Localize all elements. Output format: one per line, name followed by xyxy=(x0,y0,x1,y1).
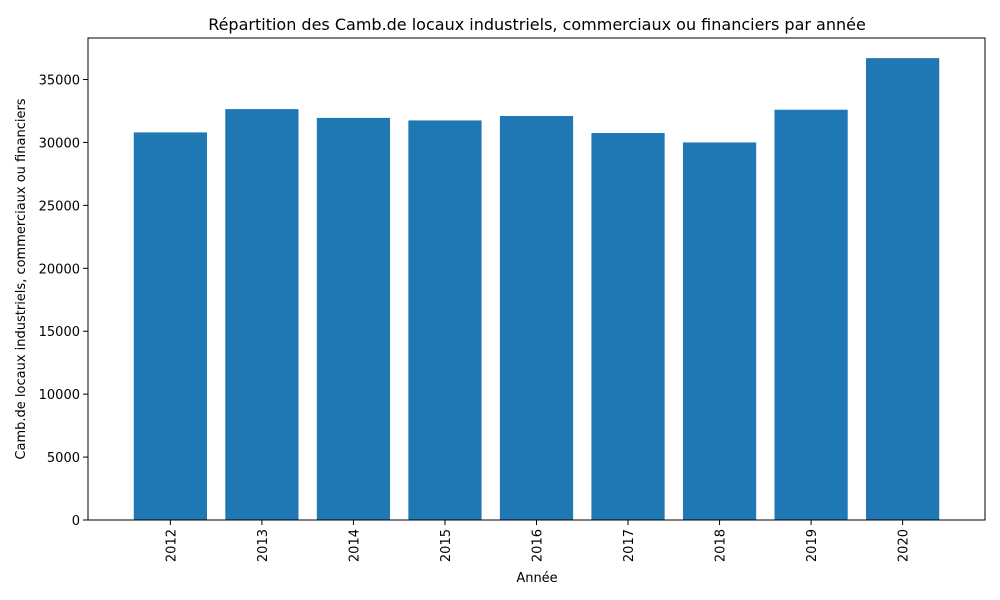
bar-2020 xyxy=(866,58,940,520)
chart-title: Répartition des Camb.de locaux industrie… xyxy=(208,15,866,34)
y-tick-label: 20000 xyxy=(39,262,80,277)
y-tick-label: 35000 xyxy=(39,74,80,89)
x-tick-label: 2012 xyxy=(164,529,179,562)
x-ticks: 2012 2013 2014 2015 2016 2017 2018 2019 2020 xyxy=(164,520,912,562)
y-tick-label: 25000 xyxy=(39,199,80,214)
x-tick-label: 2018 xyxy=(714,529,729,562)
bar-2012 xyxy=(133,132,207,521)
y-tick-label: 5000 xyxy=(47,451,80,466)
x-axis-label: Année xyxy=(516,571,557,586)
y-tick-label: 30000 xyxy=(39,136,80,151)
x-tick-label: 2020 xyxy=(897,529,912,562)
bar-2013 xyxy=(225,109,299,521)
bar-2016 xyxy=(499,116,574,520)
x-tick-label: 2016 xyxy=(531,529,546,562)
bar-2017 xyxy=(591,133,665,520)
x-tick-label: 2015 xyxy=(439,529,454,562)
plot-frame xyxy=(87,37,986,521)
x-tick-label: 2019 xyxy=(805,529,820,562)
y-tick-label: 10000 xyxy=(39,388,80,403)
x-tick-label: 2013 xyxy=(256,529,271,562)
bar-2018 xyxy=(682,142,757,520)
y-tick-label: 0 xyxy=(72,514,80,529)
bars-group xyxy=(133,58,940,521)
y-axis-label: Camb.de locaux industriels, commerciaux … xyxy=(14,98,29,459)
y-ticks: 0 5000 10000 15000 20000 25000 30000 35000 xyxy=(39,74,88,529)
bar-2019 xyxy=(774,109,848,521)
bar-2015 xyxy=(408,120,482,520)
x-tick-label: 2017 xyxy=(622,529,637,562)
y-tick-label: 15000 xyxy=(39,325,80,340)
bar-2014 xyxy=(316,117,391,520)
x-tick-label: 2014 xyxy=(347,529,362,562)
